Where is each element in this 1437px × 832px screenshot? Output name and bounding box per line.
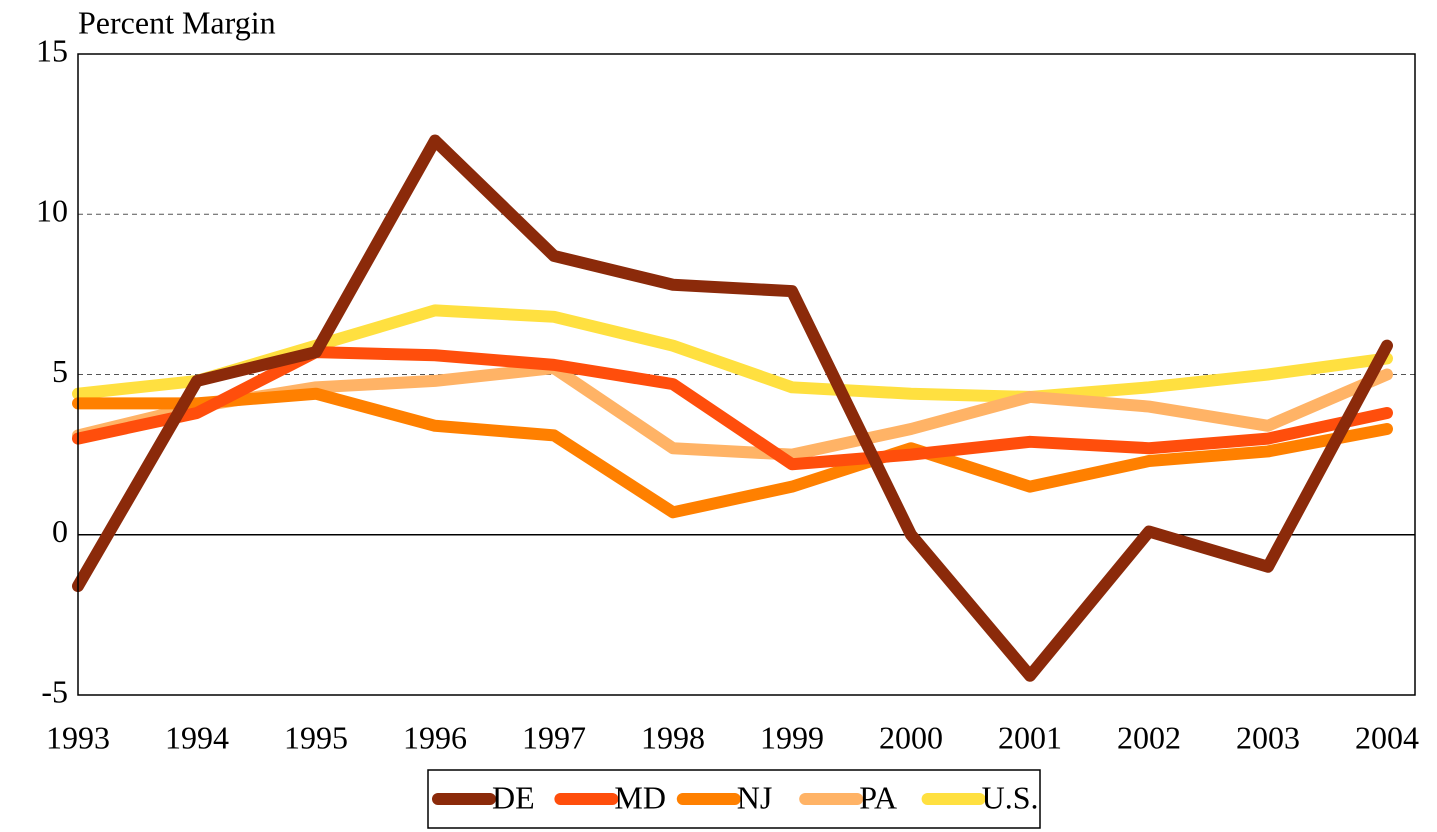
x-tick-label: 1996	[403, 719, 467, 755]
series-line	[72, 134, 1393, 682]
x-tick-label: 2003	[1236, 719, 1300, 755]
y-tick-label: 0	[52, 513, 68, 549]
y-tick-label: -5	[41, 673, 68, 709]
legend-label: MD	[614, 779, 666, 815]
chart-title: Percent Margin	[78, 4, 276, 40]
x-tick-label: 2002	[1117, 719, 1181, 755]
x-tick-label: 1997	[522, 719, 586, 755]
x-tick-label: 1995	[284, 719, 348, 755]
series-line	[72, 387, 1393, 519]
x-tick-label: 1998	[641, 719, 705, 755]
legend-label: NJ	[737, 779, 773, 815]
y-tick-label: 5	[52, 353, 68, 389]
legend-label: DE	[492, 779, 535, 815]
legend-label: PA	[859, 779, 897, 815]
plot-frame	[77, 53, 1416, 696]
x-tick-label: 1993	[46, 719, 110, 755]
y-tick-label: 15	[36, 32, 68, 68]
x-tick-label: 2000	[879, 719, 943, 755]
x-tick-label: 2001	[998, 719, 1062, 755]
series-line	[72, 304, 1393, 403]
x-tick-label: 1994	[165, 719, 229, 755]
x-tick-label: 2004	[1355, 719, 1419, 755]
legend-label: U.S.	[982, 779, 1039, 815]
y-tick-label: 10	[36, 193, 68, 229]
x-tick-label: 1999	[760, 719, 824, 755]
